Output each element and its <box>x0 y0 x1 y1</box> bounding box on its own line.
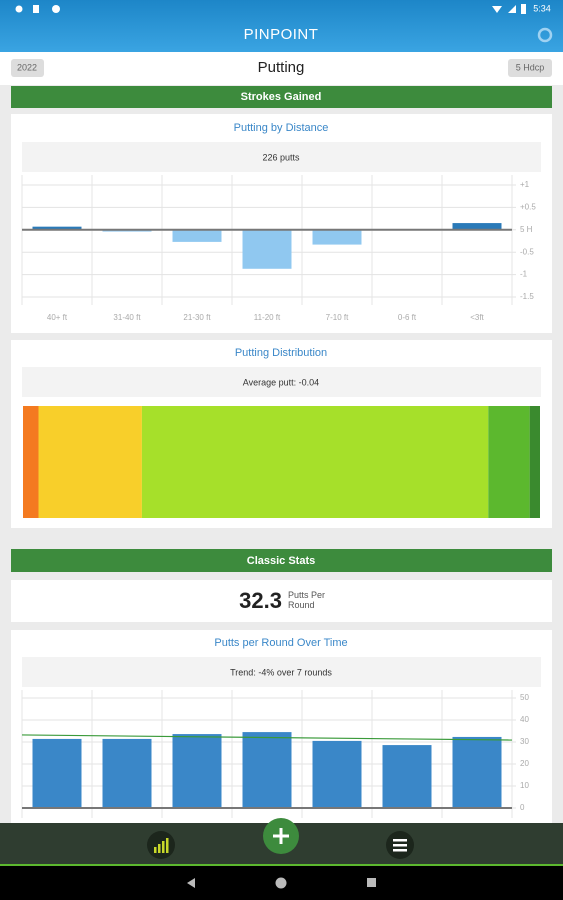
bar <box>102 738 152 808</box>
section-header <box>11 86 552 108</box>
x-tick-label: 31-40 ft <box>113 313 141 322</box>
bar <box>172 229 222 242</box>
bar <box>172 734 222 808</box>
y-tick-label: +0.5 <box>520 203 536 212</box>
nav-border <box>0 864 563 866</box>
bar <box>242 229 292 269</box>
chart-subtitle: Average putt: -0.04 <box>243 377 319 387</box>
recents-button[interactable] <box>367 878 376 887</box>
y-tick-label: -1.5 <box>520 292 534 301</box>
add-round-button[interactable] <box>263 818 299 854</box>
y-tick-label: 20 <box>520 759 529 768</box>
year: 2022 <box>17 62 37 72</box>
chart-subtitle: Trend: -4% over 7 rounds <box>230 667 332 677</box>
back-button[interactable] <box>187 878 195 888</box>
subtitle-box <box>22 367 541 397</box>
bar <box>242 732 292 808</box>
chart-title: Putts per Round Over Time <box>214 637 347 649</box>
settings-button[interactable] <box>537 27 553 43</box>
charts: +1 +0.5 5 H -0.5 -1 -1.5 40+ ft 31-40 ft 21-30 f… <box>21 175 540 818</box>
status-time: 5:34 <box>533 3 551 13</box>
y-tick-label: 40 <box>520 715 529 724</box>
bar <box>312 740 362 808</box>
x-tick-label: 11-20 ft <box>254 313 281 322</box>
subtitle-box <box>22 142 541 172</box>
status-icons <box>15 4 526 14</box>
app-bar <box>0 0 563 52</box>
x-tick-label: 21-30 ft <box>183 313 211 322</box>
handicap: 5 Hdcp <box>516 62 545 72</box>
sub-header <box>0 52 563 85</box>
handicap-button[interactable] <box>508 59 552 77</box>
bar <box>452 223 502 230</box>
y-tick-label: -1 <box>520 270 528 279</box>
bar-segment <box>23 406 39 518</box>
stat-label: Putts Per Round <box>288 590 326 610</box>
y-tick-label: -0.5 <box>520 247 534 256</box>
bar-segment <box>529 406 540 518</box>
bar <box>32 226 82 230</box>
y-tick-label: 10 <box>520 781 529 790</box>
y-tick-label: 50 <box>520 693 529 702</box>
stat-label-box: Putts Per Round <box>288 590 326 610</box>
y-tick-label: 5 H <box>520 225 533 234</box>
bar-segment <box>488 406 530 518</box>
bar-segment <box>141 406 489 518</box>
x-tick-label: <3ft <box>470 313 484 322</box>
bar <box>32 738 82 808</box>
list-tab[interactable] <box>386 831 414 859</box>
x-tick-label: 0-6 ft <box>398 313 417 322</box>
bar <box>382 745 432 808</box>
year-button[interactable] <box>11 59 44 77</box>
page-title: Putting <box>258 59 305 76</box>
section-title: Strokes Gained <box>241 91 322 103</box>
chart-subtitle: 226 putts <box>262 152 300 162</box>
trend-line <box>21 734 513 741</box>
chart-title: Putting by Distance <box>234 122 329 134</box>
card <box>11 580 552 622</box>
bar <box>312 229 362 245</box>
stats-tab[interactable] <box>147 831 175 859</box>
app-logo: PINPOINT <box>244 26 319 43</box>
section-title: Classic Stats <box>247 555 315 567</box>
y-tick-label: +1 <box>520 180 530 189</box>
y-tick-label: 0 <box>520 803 525 812</box>
subtitle-box <box>22 657 541 687</box>
bar <box>452 736 502 808</box>
chart-title: Putting Distribution <box>235 347 327 359</box>
x-tick-label: 7-10 ft <box>326 313 349 322</box>
x-tick-label: 40+ ft <box>47 313 68 322</box>
home-button[interactable] <box>275 877 287 889</box>
bar-segment <box>38 406 142 518</box>
y-tick-label: 30 <box>520 737 529 746</box>
stat-value: 32.3 <box>239 588 282 613</box>
section-header <box>11 549 552 572</box>
